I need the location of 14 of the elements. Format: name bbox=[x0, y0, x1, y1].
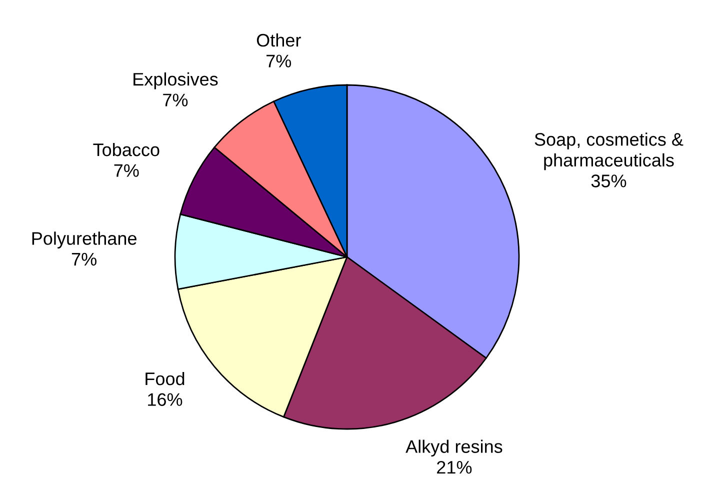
data-label: 7% bbox=[266, 54, 292, 68]
slice-label: Food bbox=[146, 372, 184, 386]
slice-label: Polyurethane bbox=[32, 232, 136, 248]
slice-label: Other bbox=[256, 33, 301, 47]
data-label: 35% bbox=[591, 174, 626, 188]
data-label: 7% bbox=[114, 164, 139, 177]
slice-label: Alkyd resins bbox=[406, 440, 502, 457]
slice-label: Tobacco bbox=[93, 142, 160, 156]
data-label: 16% bbox=[148, 393, 182, 406]
data-label: 7% bbox=[163, 94, 188, 106]
data-label: 7% bbox=[72, 252, 96, 266]
slice-label: Explosives bbox=[134, 72, 218, 90]
data-label: 21% bbox=[437, 460, 472, 474]
slice-label: Soap, cosmetics & pharmaceuticals bbox=[534, 132, 684, 170]
